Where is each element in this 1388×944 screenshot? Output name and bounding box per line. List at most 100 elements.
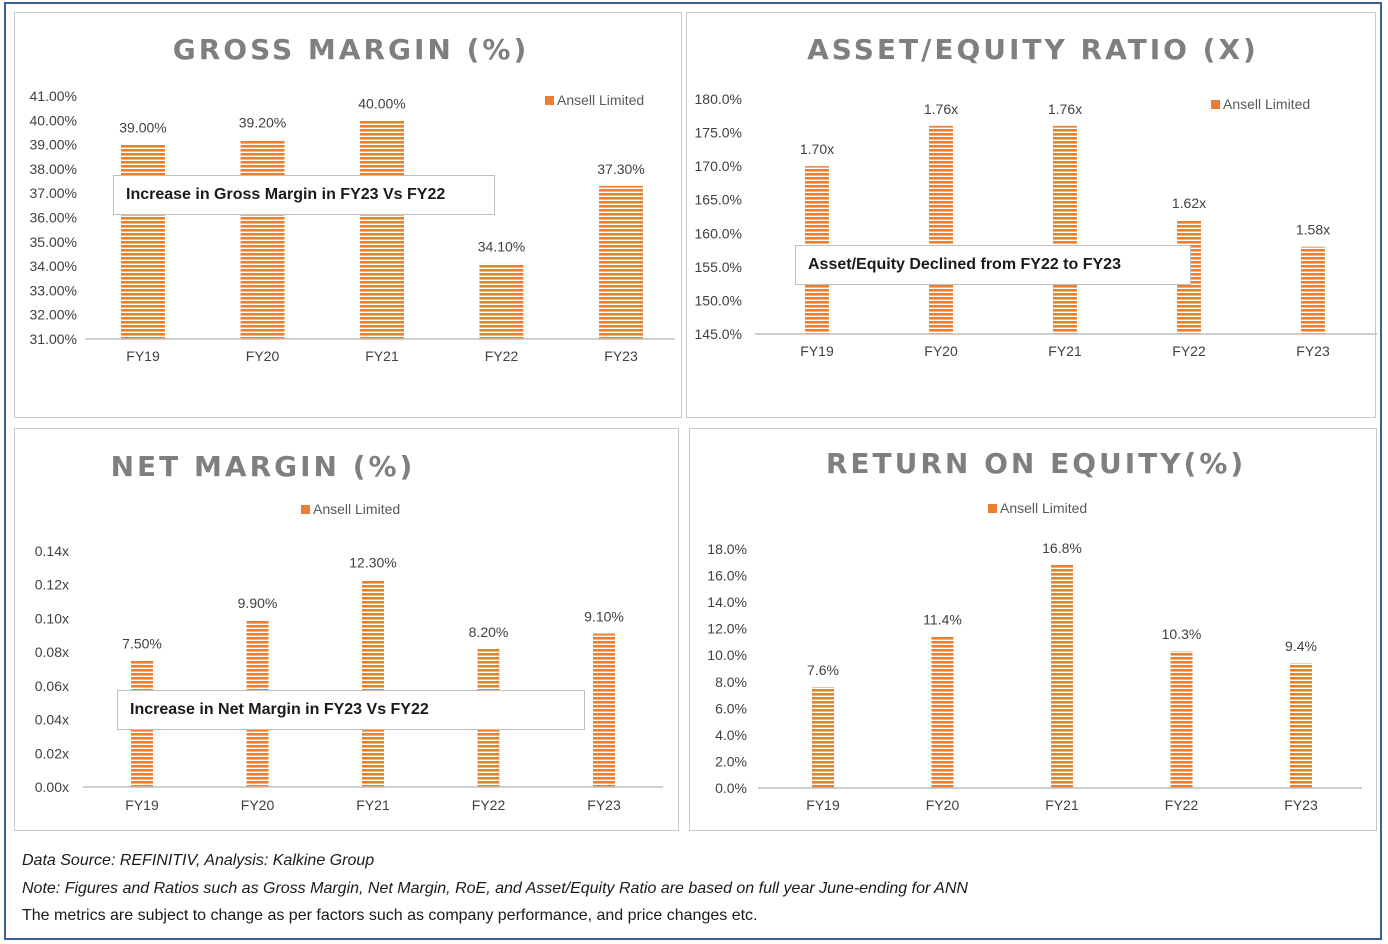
bar-fy19: [812, 687, 834, 788]
x-tick-label: FY23: [1296, 343, 1330, 359]
y-tick-label: 6.0%: [715, 700, 747, 716]
x-tick-label: FY19: [806, 797, 840, 813]
data-label: 8.20%: [469, 624, 509, 640]
bar-fy23: [593, 633, 615, 787]
legend-label: Ansell Limited: [557, 92, 644, 108]
data-label: 9.90%: [238, 595, 278, 611]
x-tick-label: FY20: [924, 343, 958, 359]
y-tick-label: 0.12x: [35, 577, 69, 593]
x-tick-label: FY21: [365, 348, 399, 364]
bar-fy21: [1053, 125, 1077, 334]
y-tick-label: 10.0%: [707, 647, 747, 663]
x-tick-label: FY19: [126, 348, 160, 364]
data-label: 1.70x: [800, 141, 834, 157]
data-label: 34.10%: [478, 239, 525, 255]
x-tick-label: FY22: [1172, 343, 1206, 359]
y-tick-label: 0.02x: [35, 745, 69, 761]
x-tick-label: FY21: [1045, 797, 1079, 813]
data-label: 37.30%: [597, 161, 644, 177]
x-tick-label: FY19: [800, 343, 834, 359]
y-tick-label: 170.0%: [695, 158, 742, 174]
y-tick-label: 8.0%: [715, 674, 747, 690]
disclaimer-note: The metrics are subject to change as per…: [22, 907, 758, 924]
x-tick-label: FY22: [472, 797, 506, 813]
y-tick-label: 145.0%: [695, 326, 742, 342]
y-tick-label: 41.00%: [30, 88, 77, 104]
legend-swatch: [545, 96, 554, 105]
x-tick-label: FY20: [246, 348, 280, 364]
y-tick-label: 40.00%: [30, 112, 77, 128]
y-tick-label: 155.0%: [695, 259, 742, 275]
bar-fy20: [240, 139, 285, 339]
ratios-note: Note: Figures and Ratios such as Gross M…: [22, 880, 968, 897]
y-tick-label: 0.0%: [715, 780, 747, 796]
y-tick-label: 0.08x: [35, 644, 69, 660]
legend: Ansell Limited: [301, 501, 400, 517]
y-tick-label: 160.0%: [695, 225, 742, 241]
legend: Ansell Limited: [545, 92, 644, 108]
data-label: 39.00%: [119, 120, 166, 136]
y-tick-label: 16.0%: [707, 568, 747, 584]
x-tick-label: FY23: [604, 348, 638, 364]
data-source-note: Data Source: REFINITIV, Analysis: Kalkin…: [22, 852, 375, 869]
data-label: 1.58x: [1296, 222, 1330, 238]
bar-fy21: [360, 120, 404, 339]
data-label: 1.76x: [924, 101, 958, 117]
data-label: 9.4%: [1285, 638, 1317, 654]
y-tick-label: 35.00%: [30, 234, 77, 250]
bar-fy19: [121, 144, 165, 339]
y-tick-label: 34.00%: [30, 258, 77, 274]
y-tick-label: 0.00x: [35, 779, 69, 795]
chart-title: GROSS MARGIN (%): [173, 33, 530, 66]
infographic-frame: GROSS MARGIN (%) Ansell Limited 31.00% 32.0…: [4, 2, 1382, 940]
chart-title: ASSET/EQUITY RATIO (X): [807, 33, 1259, 66]
x-tick-label: FY22: [485, 348, 519, 364]
bar-fy22: [479, 263, 524, 339]
annotation-callout: Increase in Gross Margin in FY23 Vs FY22: [113, 175, 495, 215]
data-label: 1.62x: [1172, 195, 1206, 211]
y-tick-label: 0.06x: [35, 678, 69, 694]
legend-swatch: [301, 505, 310, 514]
data-label: 16.8%: [1042, 540, 1082, 556]
legend-swatch: [988, 504, 997, 513]
y-tick-label: 180.0%: [695, 91, 742, 107]
bar-fy22: [1170, 651, 1193, 788]
y-tick-label: 38.00%: [30, 161, 77, 177]
bar-fy23: [1290, 663, 1312, 788]
y-tick-label: 18.0%: [707, 541, 747, 557]
x-tick-label: FY19: [125, 797, 159, 813]
legend-label: Ansell Limited: [1223, 96, 1310, 112]
net-margin-chart: NET MARGIN (%) Ansell Limited 0.00x 0.02x 0.…: [14, 428, 679, 831]
y-tick-label: 36.00%: [30, 210, 77, 226]
bar-fy20: [931, 636, 954, 788]
data-label: 39.20%: [239, 115, 286, 131]
data-label: 7.6%: [807, 662, 839, 678]
data-label: 9.10%: [584, 609, 624, 625]
y-tick-label: 31.00%: [30, 331, 77, 347]
y-tick-label: 165.0%: [695, 192, 742, 208]
annotation-callout: Asset/Equity Declined from FY22 to FY23: [795, 245, 1191, 285]
y-tick-label: 175.0%: [695, 125, 742, 141]
data-label: 10.3%: [1162, 626, 1202, 642]
annotation-callout: Increase in Net Margin in FY23 Vs FY22: [117, 690, 585, 730]
chart-title: NET MARGIN (%): [111, 450, 416, 483]
legend-label: Ansell Limited: [1000, 500, 1087, 516]
y-tick-label: 4.0%: [715, 727, 747, 743]
gross-margin-chart: GROSS MARGIN (%) Ansell Limited 31.00% 32.0…: [14, 12, 682, 418]
data-label: 1.76x: [1048, 101, 1082, 117]
data-label: 7.50%: [122, 636, 162, 652]
data-label: 12.30%: [349, 555, 396, 571]
y-tick-label: 39.00%: [30, 137, 77, 153]
bar-fy21: [362, 579, 384, 787]
y-tick-label: 33.00%: [30, 282, 77, 298]
legend-label: Ansell Limited: [313, 501, 400, 517]
x-tick-label: FY21: [1048, 343, 1082, 359]
return-on-equity-chart: RETURN ON EQUITY(%) Ansell Limited 0.0% 2.0…: [689, 428, 1377, 831]
chart-title: RETURN ON EQUITY(%): [826, 447, 1246, 480]
x-tick-label: FY20: [241, 797, 275, 813]
bar-fy20: [929, 125, 953, 334]
x-tick-label: FY23: [1284, 797, 1318, 813]
legend: Ansell Limited: [1211, 96, 1310, 112]
x-tick-label: FY23: [587, 797, 621, 813]
x-tick-label: FY20: [926, 797, 960, 813]
